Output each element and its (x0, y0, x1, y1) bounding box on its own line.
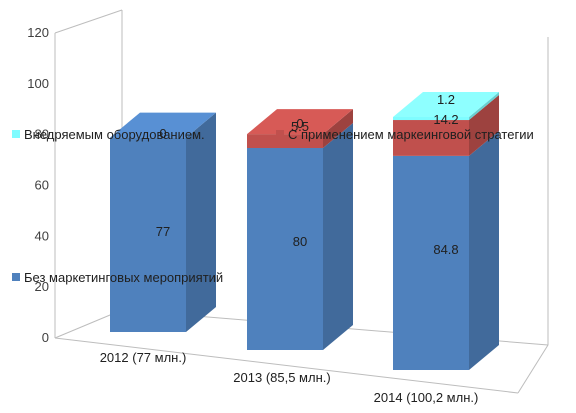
bar-segment-front (393, 155, 469, 370)
right-wall-edge (517, 37, 549, 394)
legend-label-equipment: Внедряемым оборудованием. (24, 127, 205, 142)
x-axis-labels: 2012 (77 млн.) 2013 (85,5 млн.) 2014 (100,… (100, 350, 479, 405)
legend-label-no-marketing: Без маркетинговых мероприятий (24, 270, 223, 285)
bar-segment-side (186, 112, 216, 332)
y-tick-label: 80 (35, 127, 49, 142)
data-label: 84.8 (433, 242, 458, 257)
data-label: 0 (296, 116, 303, 131)
legend: Внедряемым оборудованием. С применением … (12, 127, 534, 285)
back-wall-top-edge (54, 9, 123, 34)
bar-stack (247, 109, 353, 350)
floor-front-edge (54, 337, 519, 394)
y-tick-label: 40 (35, 228, 49, 243)
bar-segment-top (110, 112, 216, 138)
bar-segment-front (247, 134, 323, 148)
bar-segment-side (323, 123, 353, 350)
bar-segment-front (110, 137, 186, 332)
y-tick-label: 100 (27, 76, 49, 91)
y-tick-label: 0 (42, 330, 49, 345)
legend-swatch-no-marketing (12, 273, 20, 281)
data-label: 80 (293, 234, 307, 249)
data-label: 1.2 (437, 92, 455, 107)
data-label: 5.5 (291, 119, 309, 134)
data-label: 14.2 (433, 112, 458, 127)
y-tick-label: 60 (35, 178, 49, 193)
bar-segment-top (393, 91, 499, 117)
x-category-label: 2012 (77 млн.) (100, 350, 187, 365)
y-tick-label: 120 (27, 25, 49, 40)
legend-swatch-equipment (12, 130, 20, 138)
legend-swatch-marketing-strategy (276, 130, 284, 138)
bar-stack (110, 112, 216, 332)
bar-segment-side (469, 130, 499, 370)
x-category-label: 2013 (85,5 млн.) (233, 370, 330, 385)
bar-stack (393, 91, 499, 370)
bar-segment-front (247, 148, 323, 350)
x-category-label: 2014 (100,2 млн.) (374, 390, 479, 405)
bar-segment-side (469, 95, 499, 156)
y-tick-label: 20 (35, 279, 49, 294)
legend-label-marketing-strategy: С применением маркеинговой стратегии (288, 127, 534, 142)
bar-segment-front (393, 116, 469, 121)
data-label: 77 (156, 224, 170, 239)
bar-segment-side (469, 91, 499, 121)
bar-segment-side (323, 109, 353, 148)
data-label: 0 (159, 126, 166, 141)
bar-segment-top (247, 109, 353, 135)
y-axis-ticks: 0 20 40 60 80 100 120 (27, 25, 49, 345)
bar-segment-front (393, 120, 469, 156)
